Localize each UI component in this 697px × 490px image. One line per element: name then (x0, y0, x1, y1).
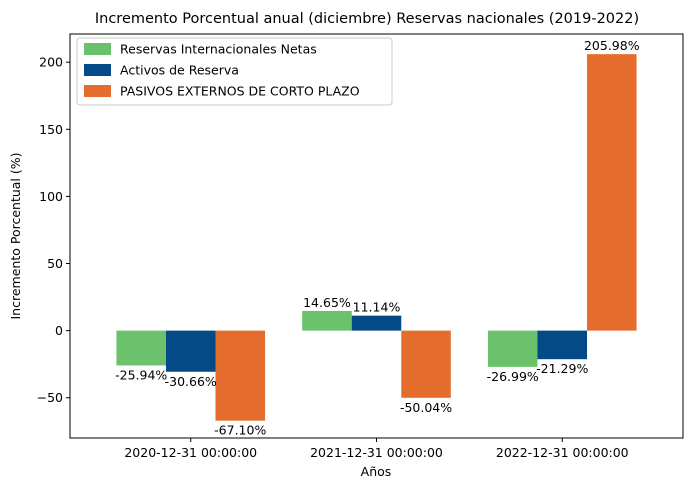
bar-value-label: -50.04% (400, 400, 452, 415)
bar (487, 330, 538, 367)
x-tick-label: 2021-12-31 00:00:00 (310, 445, 443, 460)
y-tick-label: 150 (39, 122, 63, 137)
x-axis: 2020-12-31 00:00:00 2021-12-31 00:00:00 20… (124, 438, 629, 460)
bar (116, 330, 166, 366)
x-tick-label: 2020-12-31 00:00:00 (124, 445, 257, 460)
y-axis: −50 0 50 100 150 200 (37, 55, 70, 405)
legend-box (76, 37, 393, 106)
bar-value-label: -21.29% (536, 361, 588, 376)
legend-swatch (84, 43, 111, 55)
bar (401, 330, 451, 398)
chart-title: Incremento Porcentual anual (diciembre) … (95, 11, 639, 27)
y-tick-label: −50 (37, 390, 63, 405)
bar-value-label: 14.65% (303, 295, 351, 310)
legend-label: PASIVOS EXTERNOS DE CORTO PLAZO (120, 84, 360, 99)
bar-value-label: -30.66% (165, 374, 217, 389)
legend: Reservas Internacionales Netas Activos de… (76, 37, 393, 106)
bar-value-label: -26.99% (487, 369, 539, 384)
bar-value-label: -67.10% (214, 423, 266, 438)
bar (351, 315, 402, 331)
bar (302, 310, 352, 331)
y-axis-label: Incremento Porcentual (%) (8, 153, 23, 320)
legend-label: Reservas Internacionales Netas (120, 42, 317, 57)
bar-value-label: -25.94% (115, 367, 167, 382)
bar-value-label: 11.14% (353, 300, 401, 315)
bar (537, 330, 588, 360)
y-tick-label: 50 (47, 256, 63, 271)
bar (215, 330, 266, 421)
bar (587, 54, 637, 331)
y-tick-label: 200 (39, 55, 63, 70)
bars-layer (116, 54, 637, 421)
x-axis-label: Años (361, 464, 392, 479)
legend-swatch (84, 85, 111, 97)
y-tick-label: 100 (39, 189, 63, 204)
legend-swatch (84, 64, 111, 76)
x-tick-label: 2022-12-31 00:00:00 (496, 445, 629, 460)
bar-value-labels: -25.94% 14.65% -26.99% -30.66% 11.14% -21.29%… (115, 38, 640, 438)
bar (165, 330, 216, 372)
bar-value-label: 205.98% (584, 38, 640, 53)
y-tick-label: 0 (55, 323, 63, 338)
legend-label: Activos de Reserva (120, 63, 239, 78)
